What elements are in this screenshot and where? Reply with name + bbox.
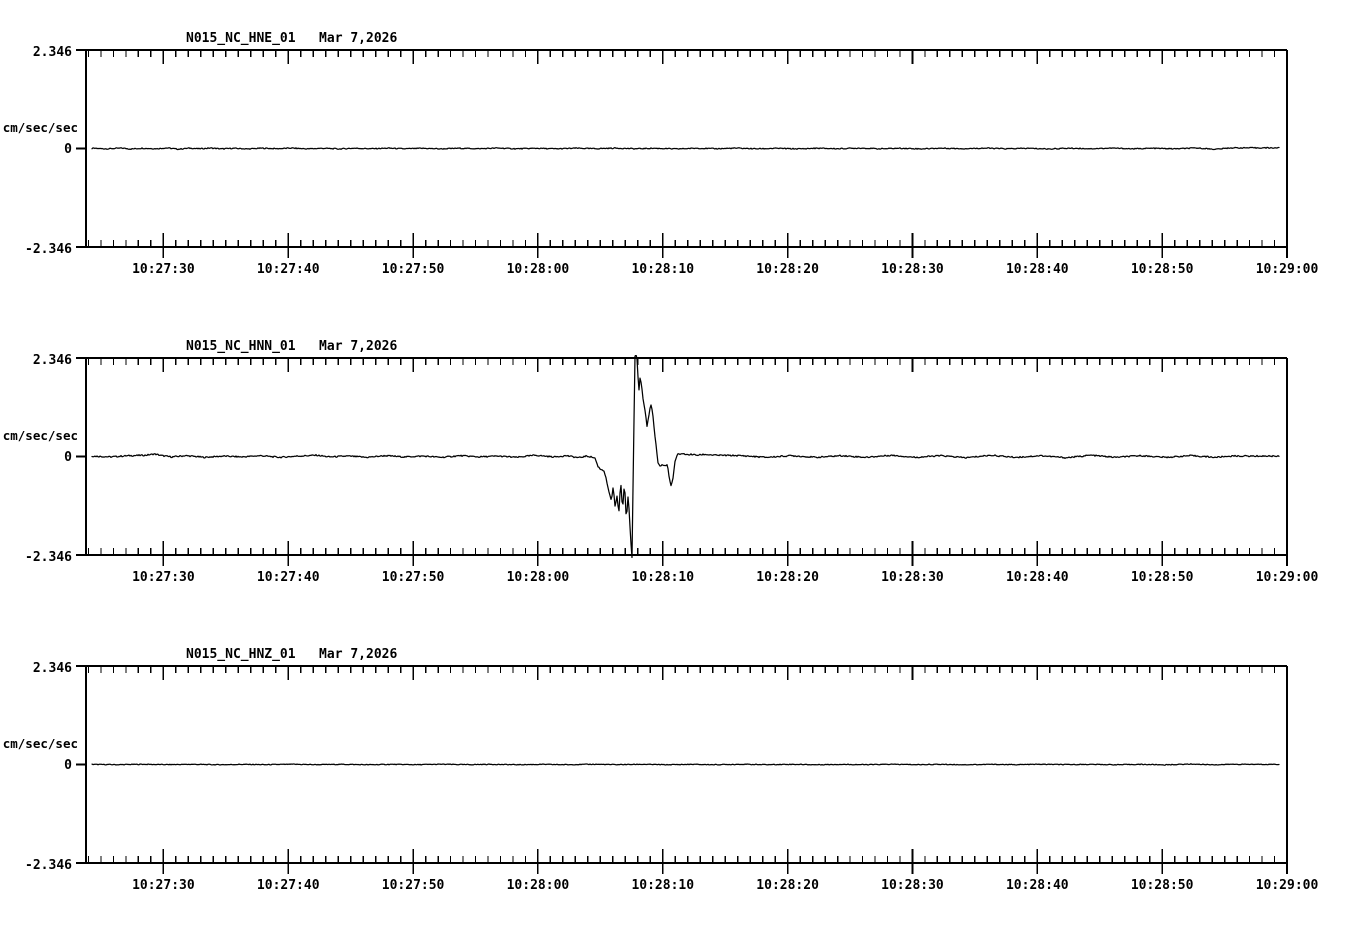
xtick-label: 10:27:30 <box>132 878 195 893</box>
ytick-mid-hnn: 0 <box>64 450 72 465</box>
yaxis-unit-hne: cm/sec/sec <box>2 120 78 135</box>
plot-canvas-hnz <box>76 665 1288 874</box>
ytick-mid-hne: 0 <box>64 142 72 157</box>
waveform-panel-hne: N015_NC_HNE_01 Mar 7,2026 2.346 cm/sec/s… <box>0 0 1358 310</box>
panel-title-hne: N015_NC_HNE_01 Mar 7,2026 <box>186 31 398 46</box>
xtick-label: 10:28:50 <box>1130 570 1194 585</box>
xtick-label: 10:28:40 <box>1005 262 1069 277</box>
xtick-label: 10:27:50 <box>381 262 445 277</box>
xtick-label: 10:29:00 <box>1255 262 1319 277</box>
xtick-label: 10:27:40 <box>256 570 320 585</box>
xtick-label: 10:28:00 <box>506 262 570 277</box>
waveform-panel-hnz: N015_NC_HNZ_01 Mar 7,2026 2.346 cm/sec/s… <box>0 616 1358 926</box>
xtick-label: 10:28:20 <box>756 878 819 893</box>
plot-canvas-hne <box>76 49 1288 258</box>
xtick-label: 10:29:00 <box>1255 570 1319 585</box>
xtick-label: 10:28:30 <box>881 262 944 277</box>
xtick-label: 10:28:50 <box>1130 878 1194 893</box>
xtick-label: 10:28:20 <box>756 262 819 277</box>
ytick-bottom-hnn: -2.346 <box>25 550 72 565</box>
ytick-top-hne: 2.346 <box>32 45 72 60</box>
plot-canvas-hnn <box>76 355 1288 566</box>
xtick-label: 10:27:40 <box>256 878 320 893</box>
xtick-label: 10:28:10 <box>631 262 695 277</box>
ytick-mid-hnz: 0 <box>64 758 72 773</box>
xtick-label: 10:28:30 <box>881 878 944 893</box>
waveform-trace <box>91 146 1280 151</box>
waveform-panel-hnn: N015_NC_HNN_01 Mar 7,2026 2.346 cm/sec/s… <box>0 308 1358 618</box>
xtick-label: 10:27:30 <box>132 570 195 585</box>
ytick-top-hnn: 2.346 <box>32 353 72 368</box>
xtick-label: 10:28:10 <box>631 878 695 893</box>
ytick-bottom-hnz: -2.346 <box>25 858 72 873</box>
xtick-label: 10:29:00 <box>1255 878 1319 893</box>
ytick-top-hnz: 2.346 <box>32 661 72 676</box>
xtick-label: 10:28:40 <box>1005 878 1069 893</box>
xtick-label: 10:28:00 <box>506 878 570 893</box>
xtick-label: 10:28:50 <box>1130 262 1194 277</box>
xtick-label: 10:28:40 <box>1005 570 1069 585</box>
xtick-label: 10:27:50 <box>381 878 445 893</box>
panel-title-hnn: N015_NC_HNN_01 Mar 7,2026 <box>186 339 398 354</box>
xtick-label: 10:27:30 <box>132 262 195 277</box>
xtick-label: 10:27:40 <box>256 262 320 277</box>
yaxis-unit-hnn: cm/sec/sec <box>2 428 78 443</box>
ytick-bottom-hne: -2.346 <box>25 242 72 257</box>
xtick-label: 10:27:50 <box>381 570 445 585</box>
xtick-label: 10:28:20 <box>756 570 819 585</box>
panel-title-hnz: N015_NC_HNZ_01 Mar 7,2026 <box>186 647 398 662</box>
xtick-label: 10:28:10 <box>631 570 695 585</box>
yaxis-unit-hnz: cm/sec/sec <box>2 736 78 751</box>
xtick-label: 10:28:00 <box>506 570 570 585</box>
xtick-label: 10:28:30 <box>881 570 944 585</box>
waveform-trace <box>91 355 1280 558</box>
waveform-trace <box>91 763 1280 766</box>
